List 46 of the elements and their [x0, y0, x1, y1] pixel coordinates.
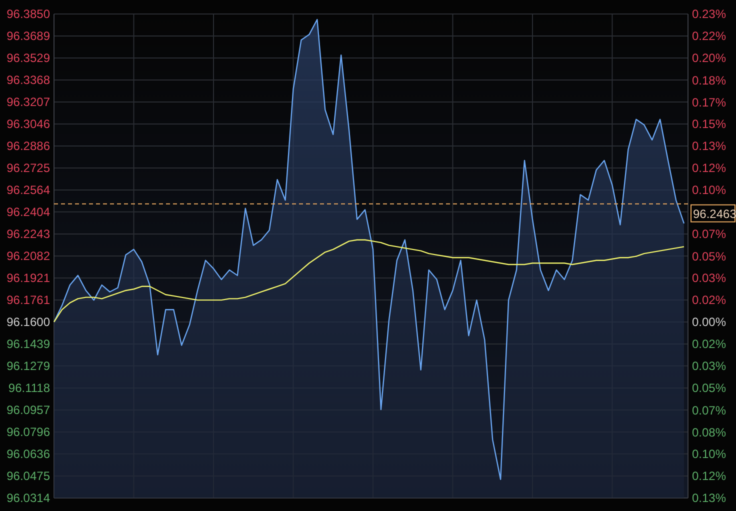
- y2-tick-label: 0.08%: [692, 425, 726, 440]
- y-tick-label: 96.3850: [6, 7, 50, 22]
- y-tick-label: 96.1118: [8, 381, 50, 396]
- y2-tick-label: 0.12%: [692, 469, 726, 484]
- y2-tick-label: 0.05%: [692, 381, 726, 396]
- y-tick-label: 96.3046: [6, 117, 50, 132]
- y-tick-label: 96.0957: [6, 403, 50, 418]
- y-tick-label: 96.0475: [6, 469, 50, 484]
- y2-tick-label: 0.18%: [692, 73, 726, 88]
- y-tick-label: 96.1279: [6, 359, 50, 374]
- y-tick-label: 96.0636: [6, 447, 50, 462]
- y-tick-label: 96.2564: [6, 183, 50, 198]
- y2-tick-label: 0.13%: [692, 139, 726, 154]
- y-tick-label: 96.3368: [6, 73, 50, 88]
- y-tick-label: 96.3207: [6, 95, 50, 110]
- y2-tick-label: 0.03%: [692, 271, 726, 286]
- y-tick-label: 96.3529: [6, 51, 50, 66]
- y2-tick-label: 0.02%: [692, 293, 726, 308]
- y-tick-label: 96.1600: [6, 315, 50, 330]
- y-tick-label: 96.2886: [6, 139, 50, 154]
- y-tick-label: 96.1921: [6, 271, 50, 286]
- y2-tick-label: 0.03%: [692, 359, 726, 374]
- y2-tick-label: 0.07%: [692, 227, 726, 242]
- y2-tick-label: 0.00%: [692, 315, 726, 330]
- y2-tick-label: 0.23%: [692, 7, 726, 22]
- y2-tick-label: 0.13%: [692, 491, 726, 506]
- y-tick-label: 96.2243: [6, 227, 50, 242]
- y2-tick-label: 0.20%: [692, 51, 726, 66]
- y-tick-label: 96.2404: [6, 205, 50, 220]
- y2-tick-label: 0.10%: [692, 447, 726, 462]
- y-tick-label: 96.1439: [6, 337, 50, 352]
- y2-tick-label: 0.10%: [692, 183, 726, 198]
- y2-tick-label: 0.07%: [692, 403, 726, 418]
- y2-tick-label: 0.15%: [692, 117, 726, 132]
- line-series: [53, 239, 685, 323]
- y-tick-label: 96.3689: [6, 29, 50, 44]
- y-tick-label: 96.2082: [6, 249, 50, 264]
- y-tick-label: 96.0314: [6, 491, 50, 506]
- y2-tick-label: 0.05%: [692, 249, 726, 264]
- y-tick-label: 96.1761: [6, 293, 50, 308]
- y2-tick-label: 0.17%: [692, 95, 726, 110]
- y2-tick-label: 0.12%: [692, 161, 726, 176]
- y-tick-label: 96.2725: [6, 161, 50, 176]
- y2-tick-label: 0.22%: [692, 29, 726, 44]
- y-tick-label: 96.0796: [6, 425, 50, 440]
- y2-tick-label: 0.02%: [692, 337, 726, 352]
